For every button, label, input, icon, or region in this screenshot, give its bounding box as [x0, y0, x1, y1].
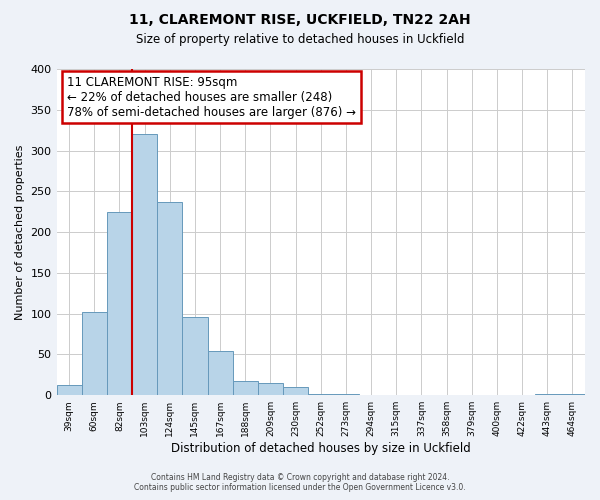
Bar	[560, 394, 585, 395]
Bar	[182, 317, 208, 395]
Bar	[535, 394, 560, 395]
Text: 11, CLAREMONT RISE, UCKFIELD, TN22 2AH: 11, CLAREMONT RISE, UCKFIELD, TN22 2AH	[129, 12, 471, 26]
Bar	[334, 394, 359, 395]
Bar	[233, 380, 258, 395]
Text: Size of property relative to detached houses in Uckfield: Size of property relative to detached ho…	[136, 32, 464, 46]
Text: Contains HM Land Registry data © Crown copyright and database right 2024.
Contai: Contains HM Land Registry data © Crown c…	[134, 473, 466, 492]
Bar	[258, 383, 283, 395]
Bar	[208, 351, 233, 395]
Bar	[132, 134, 157, 395]
Bar	[82, 312, 107, 395]
Bar	[56, 384, 82, 395]
Bar	[107, 212, 132, 395]
Bar	[283, 387, 308, 395]
X-axis label: Distribution of detached houses by size in Uckfield: Distribution of detached houses by size …	[171, 442, 470, 455]
Y-axis label: Number of detached properties: Number of detached properties	[15, 144, 25, 320]
Text: 11 CLAREMONT RISE: 95sqm
← 22% of detached houses are smaller (248)
78% of semi-: 11 CLAREMONT RISE: 95sqm ← 22% of detach…	[67, 76, 356, 118]
Bar	[308, 394, 334, 395]
Bar	[157, 202, 182, 395]
